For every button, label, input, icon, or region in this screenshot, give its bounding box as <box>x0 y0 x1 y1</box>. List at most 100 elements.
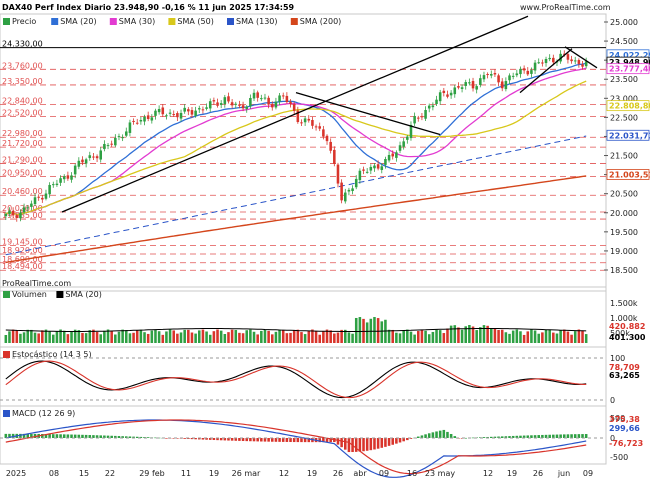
volume-bar <box>413 334 416 343</box>
level-label: 18.494,00 <box>2 262 43 271</box>
x-axis-label: 26 <box>533 469 543 478</box>
candle-body <box>566 54 570 60</box>
macd-hist-bar <box>424 434 427 438</box>
sma200-line <box>5 175 587 264</box>
volume-bar <box>318 334 322 343</box>
volume-bar <box>504 332 508 343</box>
level-label: 20.460,00 <box>2 187 43 196</box>
macd-hist-bar <box>59 434 62 438</box>
macd-hist-bar <box>51 434 55 438</box>
level-label: 20.020,00 <box>2 204 43 213</box>
candle-body <box>110 143 113 145</box>
candle-body <box>384 159 387 165</box>
legends[interactable]: Precio SMA (20) SMA (30) SMA (50) SMA (130) S… <box>3 17 341 418</box>
candle-body <box>150 117 154 121</box>
candle-body <box>296 110 300 123</box>
volume-bar <box>95 331 99 343</box>
candle-body <box>526 70 530 75</box>
macd-hist-bar <box>48 434 51 438</box>
candle-body <box>511 75 515 77</box>
candle-body <box>201 109 205 111</box>
price-tag-box <box>606 169 650 180</box>
price-tick-label: 24.500 <box>610 37 638 46</box>
price-legend-label: SMA (20) <box>60 17 96 26</box>
volume-bar <box>336 332 340 343</box>
macd-hist-bar <box>343 438 347 450</box>
volume-bar <box>530 329 533 343</box>
volume-bar <box>208 334 212 343</box>
macd-hist-bar <box>95 435 99 438</box>
macd-hist-bar <box>511 435 515 438</box>
candle-body <box>4 213 8 217</box>
level-label: 23.350,00 <box>2 77 43 86</box>
macd-hist-bar <box>369 438 373 451</box>
price-legend-swatch <box>109 18 117 25</box>
candle-body <box>340 182 343 201</box>
candle-body <box>88 155 92 159</box>
macd-legend-label: MACD (12 26 9) <box>12 409 75 418</box>
volume-bar <box>380 321 384 343</box>
x-axis-label: 2025 <box>6 469 26 478</box>
volume-bar <box>325 329 329 343</box>
trendlines[interactable] <box>61 15 598 213</box>
price-tick-label: 20.000 <box>610 209 638 218</box>
candle-body <box>292 104 296 111</box>
volume-bar <box>33 332 37 343</box>
macd-hist-bar <box>453 436 457 438</box>
price-tick-label: 25.000 <box>610 18 638 27</box>
macd-hist-bar <box>194 438 197 440</box>
resistance-levels: 24.330,00 23.760,00 23.350,00 22.840,00 22.5… <box>0 40 606 271</box>
candle-body <box>128 122 132 133</box>
macd-hist-bar <box>208 438 212 440</box>
trendline-down <box>295 91 441 136</box>
candle-body <box>307 118 311 121</box>
volume-bar <box>358 317 362 343</box>
candle-body <box>431 105 435 108</box>
volume-bar <box>99 334 103 343</box>
volume-bar <box>570 334 573 343</box>
volume-bar <box>460 329 464 343</box>
candle-body <box>387 155 391 161</box>
macd-hist-bar <box>489 436 493 438</box>
candle-body <box>362 169 365 171</box>
macd-hist-bar <box>22 433 26 438</box>
volume-bar <box>106 329 110 343</box>
volume-legend-label: SMA (20) <box>65 290 101 299</box>
volume-bar <box>92 329 95 343</box>
volume-sma-line <box>5 328 587 332</box>
volume-bar <box>340 329 343 343</box>
price-panel-frame <box>0 13 607 292</box>
x-axis-label: jun <box>557 469 570 478</box>
candle-body <box>11 210 15 216</box>
brand-link[interactable]: www.ProRealTime.com <box>520 3 611 12</box>
x-axis-label: 29 feb <box>139 469 165 478</box>
macd-hist-bar <box>573 434 577 438</box>
volume-tag: 401.300 <box>609 333 646 342</box>
volume-bar <box>110 330 113 343</box>
volume-bar <box>300 332 303 343</box>
candle-body <box>216 102 219 106</box>
macd-hist-bar <box>548 434 551 438</box>
candle-body <box>438 92 442 102</box>
candle-body <box>252 92 256 99</box>
candle-body <box>573 60 577 62</box>
volume-bar <box>449 325 453 343</box>
macd-hist-bar <box>197 438 201 440</box>
volume-bar <box>176 333 179 343</box>
volume-bar <box>205 331 208 343</box>
volume-bar <box>555 333 559 343</box>
candle-body <box>172 114 176 116</box>
volume-bar <box>395 332 398 343</box>
volume-bar <box>489 328 493 343</box>
macd-hist-bar <box>522 435 526 438</box>
chart-title: DAX40 Perf Index Diario 23.948,90 -0,16 … <box>2 3 295 12</box>
candle-body <box>146 115 150 119</box>
volume-bar <box>522 334 526 343</box>
macd-hist-bar <box>336 438 340 445</box>
macd-hist-bar <box>340 438 343 448</box>
candle-body <box>176 113 179 118</box>
volume-bar <box>343 329 347 343</box>
candle-body <box>373 165 376 169</box>
